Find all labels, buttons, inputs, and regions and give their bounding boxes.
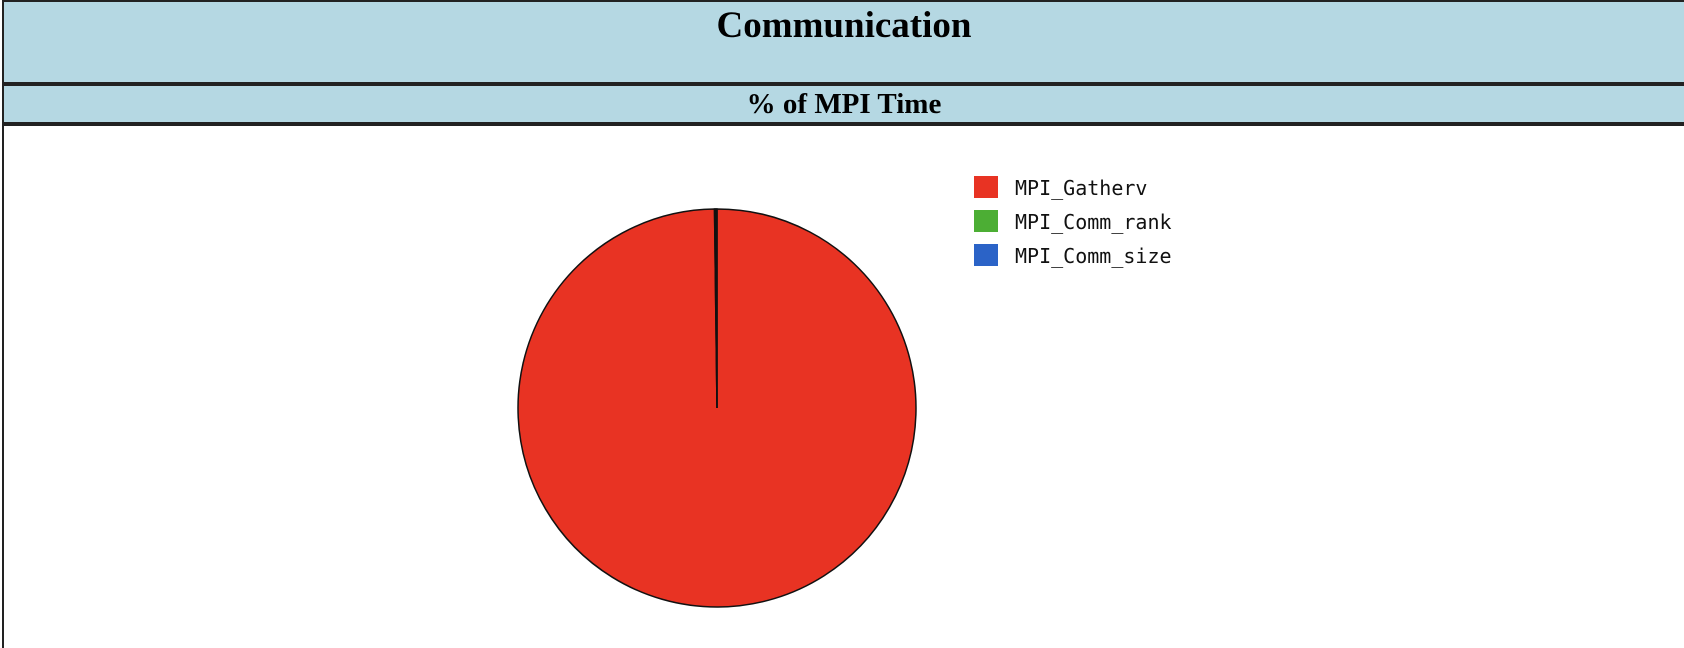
- legend-swatch-mpi-comm-size: [974, 244, 998, 266]
- chart-subtitle-text: % of MPI Time: [746, 88, 942, 120]
- legend-label-mpi-comm-rank: MPI_Comm_rank: [1015, 210, 1172, 234]
- legend-swatch-mpi-gatherv: [974, 176, 998, 198]
- pie-slice-mpi-comm-size: [714, 208, 718, 409]
- legend-swatch-mpi-comm-rank: [974, 210, 998, 232]
- legend-label-mpi-comm-size: MPI_Comm_size: [1015, 244, 1172, 268]
- section-title-text: Communication: [716, 5, 972, 46]
- chart-legend: MPI_Gatherv MPI_Comm_rank MPI_Comm_size: [974, 176, 1172, 268]
- section-title: Communication: [2, 0, 1684, 84]
- pie-slices: [517, 208, 917, 608]
- legend-label-mpi-gatherv: MPI_Gatherv: [1015, 176, 1147, 200]
- chart-subtitle-bar: % of MPI Time: [2, 84, 1684, 124]
